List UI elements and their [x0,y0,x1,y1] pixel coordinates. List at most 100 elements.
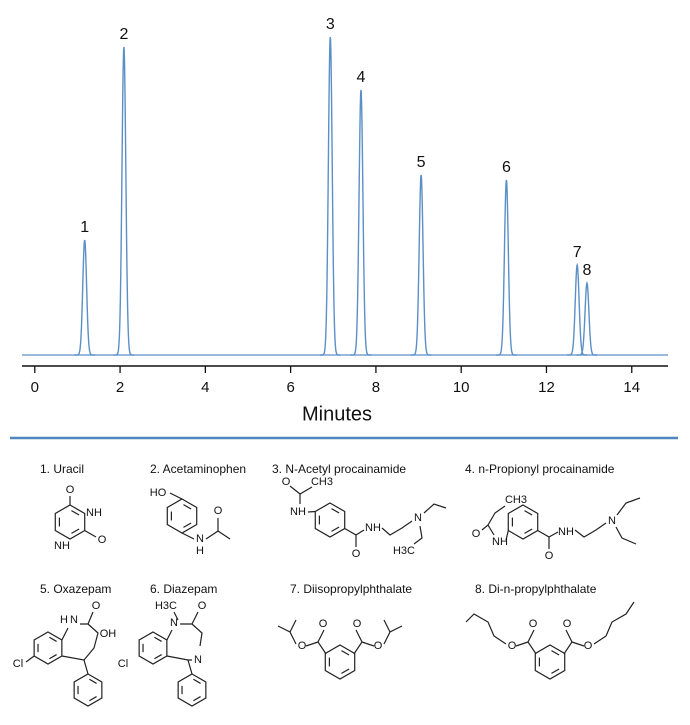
atom-label: O [98,534,107,546]
atom-label: O [545,550,554,562]
atom-label: O [92,600,101,612]
double-bond [551,650,560,656]
x-tick-label: 4 [201,379,209,396]
double-bond [193,678,201,684]
peak [566,262,588,356]
atom-label: NH [54,540,70,552]
atom-label: NH [365,522,381,534]
atom-label: CH3 [311,476,333,488]
bond [361,641,375,647]
double-bond [183,504,192,510]
bond [83,659,89,675]
atom-label: O [508,640,517,652]
peak-label: 8 [583,262,592,279]
bond [305,641,319,647]
atom-label: NH [558,526,574,538]
ring [33,631,63,665]
bond [173,611,179,621]
x-tick-label: 6 [286,379,294,396]
peak [350,89,372,356]
bond [187,659,193,675]
bond [191,611,199,625]
peak-label: 5 [417,154,426,171]
double-bond [341,650,350,656]
atom-label: O [584,640,593,652]
bond [169,492,183,500]
atom-label: O [374,640,383,652]
bond [381,520,413,536]
atom-label: H3C [155,600,177,612]
atom-label: NH [86,507,102,519]
atom-label: O [282,476,291,488]
x-tick-label: 14 [623,379,640,396]
double-bond [89,696,97,702]
compound-name: 3. N-Acetyl procainamide [272,462,406,476]
bond [355,529,365,536]
bond [616,497,641,516]
compound-name: 7. Diisopropylphthalate [290,582,412,596]
atom-label: O [529,618,538,630]
bond [537,529,550,549]
ring [138,631,168,665]
x-axis-label: Minutes [302,403,372,425]
atom-label: H [196,545,204,557]
bond [615,526,637,545]
compound-name: 8. Di-n-propylphthalate [475,582,597,596]
bond [413,525,423,545]
atom-label: N [70,614,78,626]
bond [181,532,195,540]
atom-label: O [214,505,223,517]
double-bond [154,654,162,660]
double-bond [193,696,201,702]
atom-label: O [472,528,481,540]
bond [481,505,506,531]
atom-label: N [196,533,204,545]
atom-label: CH3 [505,494,527,506]
bond [61,623,99,661]
bond [465,613,507,645]
peak-label: 2 [119,26,128,43]
bond [166,629,173,641]
atom-label: N [170,617,178,629]
atom-label: N [194,654,202,666]
x-tick-label: 2 [116,379,124,396]
peak-label: 1 [80,219,89,236]
peak [320,36,341,356]
peak-label: 7 [573,244,582,261]
bond [205,518,219,540]
ring [507,504,539,540]
peak-label: 6 [502,159,511,176]
bond [571,641,585,647]
ring [177,673,207,707]
atom-label: O [298,640,307,652]
bond [383,619,391,633]
double-bond [71,510,80,516]
peak [576,281,598,356]
double-bond [89,678,97,684]
bond [307,510,316,513]
peak [410,174,432,356]
double-bond [524,510,533,516]
bond [505,530,509,541]
atom-label: HO [150,487,167,499]
atom-label: OH [100,628,117,640]
atom-label: Cl [13,658,23,670]
compound-name: 5. Oxazepam [40,582,111,596]
peak [74,239,95,356]
atom-label: N [608,515,616,527]
bond [423,503,447,514]
x-tick-label: 12 [538,379,555,396]
atom-label: H3C [393,545,415,557]
x-tick-label: 8 [372,379,380,396]
x-tick-label: 10 [453,379,470,396]
bond [317,629,327,655]
double-bond [154,636,162,642]
bond [166,655,192,661]
double-bond [331,508,340,514]
peak [496,179,517,356]
atom-label: Cl [118,658,128,670]
bond [289,619,297,633]
atom-label: O [352,548,361,560]
x-tick-label: 0 [31,379,39,396]
